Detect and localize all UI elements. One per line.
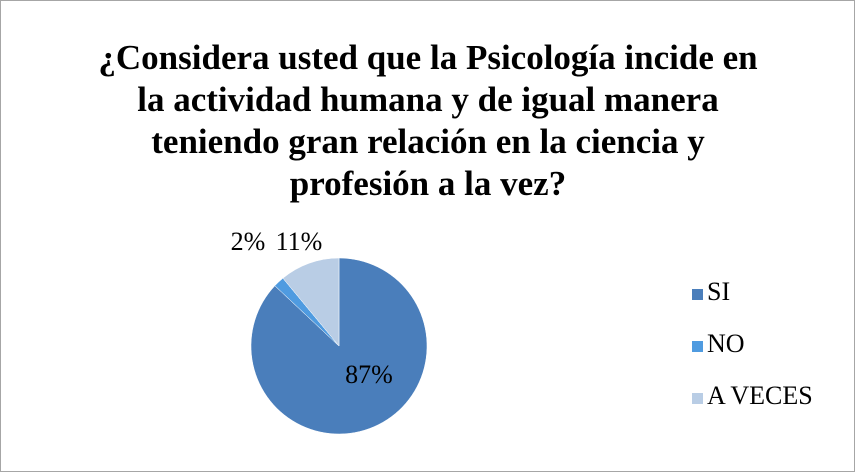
data-label: 11% — [276, 227, 323, 256]
data-label: 87% — [345, 360, 393, 389]
legend-label: A VECES — [707, 381, 813, 410]
legend-label: NO — [707, 329, 745, 358]
legend-swatch — [692, 393, 703, 404]
pie-slice — [282, 257, 340, 347]
legend-swatch — [692, 341, 703, 352]
chart-title: ¿Considera usted que la Psicología incid… — [98, 38, 758, 203]
data-label: 2% — [231, 227, 266, 256]
legend-label: SI — [707, 277, 730, 306]
legend-swatch — [692, 289, 703, 300]
